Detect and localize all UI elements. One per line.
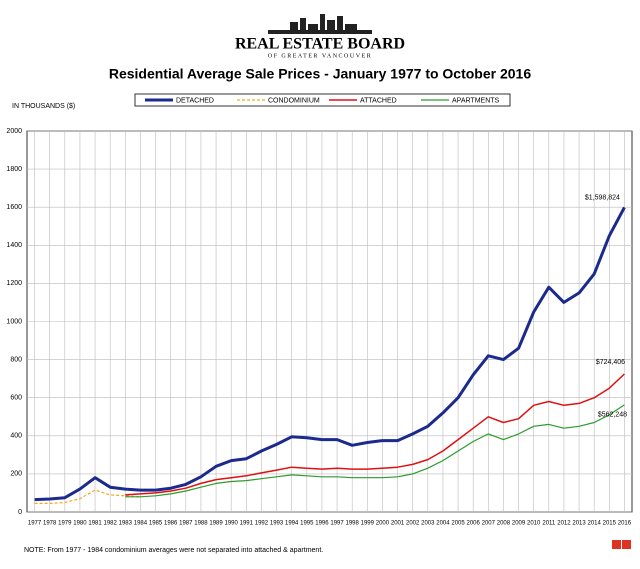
x-tick-label: 1983 xyxy=(119,521,133,527)
x-tick-label: 2005 xyxy=(451,521,465,527)
logo-mls xyxy=(622,540,631,549)
legend-label: CONDOMINIUM xyxy=(268,97,320,104)
x-tick-label: 1989 xyxy=(209,521,223,527)
y-tick-label: 200 xyxy=(10,471,22,478)
x-tick-label: 1990 xyxy=(225,521,239,527)
y-tick-label: 0 xyxy=(18,509,22,516)
x-tick-label: 2011 xyxy=(542,521,556,527)
value-label: $1,598,824 xyxy=(585,194,620,201)
x-tick-label: 1999 xyxy=(361,521,375,527)
x-tick-label: 1998 xyxy=(346,521,360,527)
y-tick-label: 600 xyxy=(10,395,22,402)
note: NOTE: From 1977 - 1984 condominium avera… xyxy=(24,547,323,554)
x-tick-label: 1981 xyxy=(88,521,102,527)
value-label: $724,406 xyxy=(596,359,625,366)
series-line xyxy=(34,489,141,504)
x-tick-label: 1994 xyxy=(285,521,299,527)
x-tick-label: 2013 xyxy=(572,521,586,527)
y-axis-label: IN THOUSANDS ($) xyxy=(12,103,75,110)
y-tick-label: 800 xyxy=(10,356,22,363)
x-tick-label: 1982 xyxy=(104,521,118,527)
x-tick-label: 1986 xyxy=(164,521,178,527)
y-tick-label: 1800 xyxy=(6,166,22,173)
x-tick-label: 2014 xyxy=(588,521,602,527)
series-line xyxy=(125,404,625,498)
x-tick-label: 2009 xyxy=(512,521,526,527)
y-tick-label: 1000 xyxy=(6,318,22,325)
y-tick-label: 1400 xyxy=(6,242,22,249)
x-tick-label: 1980 xyxy=(73,521,87,527)
y-tick-label: 1600 xyxy=(6,204,22,211)
logo-skyline xyxy=(268,14,372,34)
x-tick-label: 1977 xyxy=(28,521,42,527)
x-tick-label: 1995 xyxy=(300,521,314,527)
value-label: $562,248 xyxy=(598,412,627,419)
x-tick-label: 2002 xyxy=(406,521,420,527)
logo-mls xyxy=(612,540,621,549)
x-tick-label: 2016 xyxy=(618,521,632,527)
y-tick-label: 2000 xyxy=(6,128,22,135)
x-tick-label: 2001 xyxy=(391,521,405,527)
x-tick-label: 2012 xyxy=(557,521,571,527)
x-tick-label: 1997 xyxy=(330,521,344,527)
y-tick-label: 400 xyxy=(10,433,22,440)
x-tick-label: 1978 xyxy=(43,521,57,527)
y-tick-label: 1200 xyxy=(6,280,22,287)
x-tick-label: 1987 xyxy=(179,521,193,527)
legend-label: DETACHED xyxy=(176,97,214,104)
legend-box xyxy=(134,93,511,107)
series-line xyxy=(34,206,626,502)
x-tick-label: 2008 xyxy=(497,521,511,527)
x-tick-label: 1991 xyxy=(240,521,254,527)
x-tick-label: 2006 xyxy=(467,521,481,527)
x-tick-label: 2004 xyxy=(436,521,450,527)
x-tick-label: 2007 xyxy=(482,521,496,527)
series-line xyxy=(125,373,625,496)
x-tick-label: 1993 xyxy=(270,521,284,527)
x-tick-label: 1996 xyxy=(315,521,329,527)
x-tick-label: 1984 xyxy=(134,521,148,527)
x-tick-label: 2000 xyxy=(376,521,390,527)
x-tick-label: 1992 xyxy=(255,521,269,527)
org-name: REAL ESTATE BOARD xyxy=(235,36,405,53)
legend-label: ATTACHED xyxy=(360,97,397,104)
x-tick-label: 2010 xyxy=(527,521,541,527)
x-tick-label: 1979 xyxy=(58,521,72,527)
legend-label: APARTMENTS xyxy=(452,97,500,104)
x-tick-label: 2015 xyxy=(603,521,617,527)
x-tick-label: 1985 xyxy=(149,521,163,527)
org-sub: OF GREATER VANCOUVER xyxy=(268,53,372,59)
chart-title: Residential Average Sale Prices - Januar… xyxy=(109,66,531,82)
x-tick-label: 1988 xyxy=(194,521,208,527)
x-tick-label: 2003 xyxy=(421,521,435,527)
